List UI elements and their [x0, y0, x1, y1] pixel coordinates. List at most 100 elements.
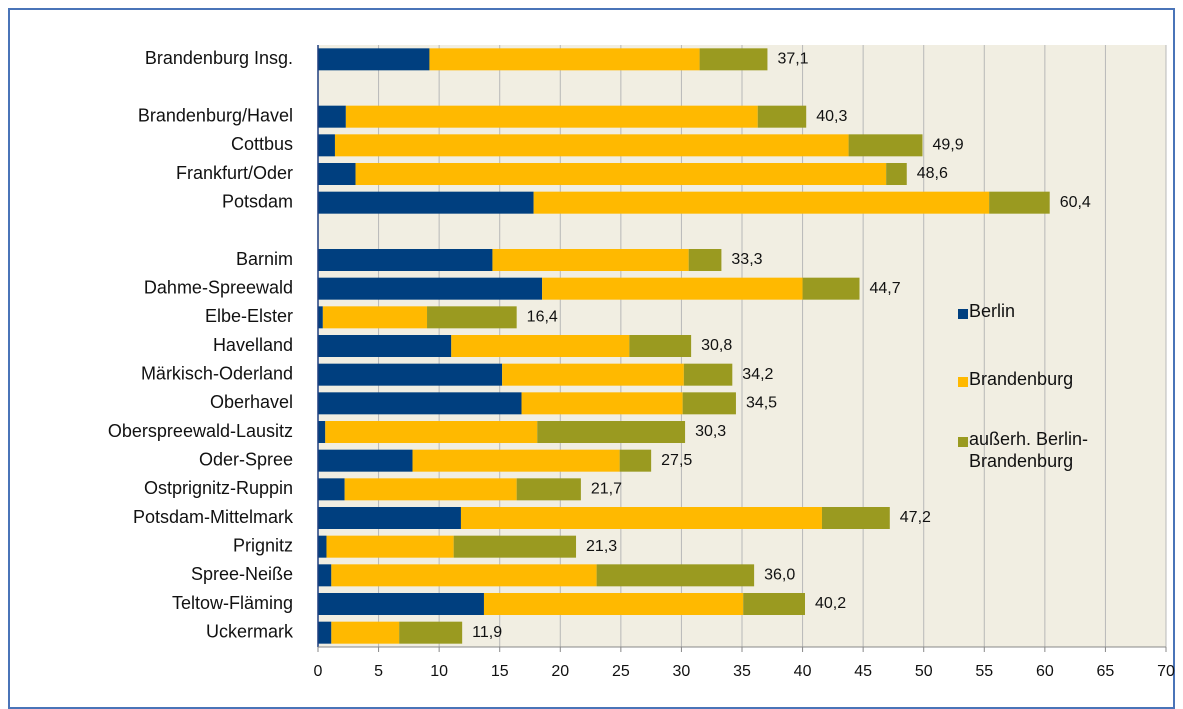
- y-tick-label: Märkisch-Oderland: [141, 363, 293, 383]
- legend-label: Berlin: [969, 301, 1016, 321]
- legend-label: außerh. Berlin-Brandenburg: [969, 429, 1089, 471]
- bar-segment: [460, 507, 822, 529]
- bar-segment: [821, 507, 890, 529]
- y-tick-label: Oder-Spree: [199, 449, 293, 469]
- bar-segment: [318, 507, 461, 529]
- x-tick-label: 10: [430, 663, 448, 680]
- bar-segment: [848, 134, 923, 157]
- total-label: 40,3: [816, 108, 847, 125]
- bar-segment: [521, 392, 683, 415]
- x-tick-label: 30: [673, 663, 691, 680]
- total-label: 34,2: [742, 366, 773, 383]
- total-label: 30,3: [695, 423, 726, 440]
- bar-segment: [629, 335, 692, 357]
- bar-segment: [331, 564, 597, 587]
- bar-segment: [699, 48, 768, 71]
- bar-segment: [537, 421, 686, 443]
- x-tick-label: 0: [314, 663, 323, 680]
- bar-segment: [334, 134, 849, 157]
- total-label: 48,6: [917, 165, 948, 182]
- bar-segment: [318, 535, 327, 558]
- x-tick-label: 65: [1097, 663, 1115, 680]
- bar-segment: [533, 191, 990, 214]
- y-tick-label: Potsdam: [222, 191, 293, 211]
- y-tick-label: Spree-Neiße: [191, 564, 293, 584]
- total-label: 40,2: [815, 595, 846, 612]
- bar-segment: [318, 191, 534, 214]
- y-tick-label: Oberhavel: [210, 392, 293, 412]
- bar-segment: [318, 392, 522, 415]
- y-tick-label: Frankfurt/Oder: [176, 163, 293, 183]
- bar-segment: [596, 564, 755, 587]
- bar-segment: [989, 191, 1050, 214]
- bar-segment: [688, 249, 722, 271]
- total-label: 30,8: [701, 337, 732, 354]
- bar-segment: [542, 277, 803, 300]
- y-tick-label: Barnim: [236, 249, 293, 269]
- bar-segment: [318, 134, 335, 157]
- total-label: 21,7: [591, 481, 622, 498]
- x-tick-label: 35: [733, 663, 751, 680]
- total-label: 37,1: [777, 51, 808, 68]
- x-tick-label: 55: [975, 663, 993, 680]
- y-tick-label: Uckermark: [206, 621, 294, 641]
- bar-segment: [318, 306, 323, 329]
- y-tick-label: Havelland: [213, 335, 293, 355]
- x-tick-label: 70: [1157, 663, 1175, 680]
- bar-segment: [802, 277, 860, 300]
- legend-swatch: [958, 437, 968, 447]
- bar-segment: [318, 621, 332, 644]
- bar-segment: [318, 48, 430, 71]
- total-label: 44,7: [870, 280, 901, 297]
- bar-segment: [429, 48, 700, 71]
- bar-segment: [355, 163, 887, 185]
- x-tick-label: 50: [915, 663, 933, 680]
- total-label: 49,9: [933, 137, 964, 154]
- bar-segment: [318, 593, 484, 615]
- bar-segment: [318, 421, 326, 443]
- x-tick-label: 5: [374, 663, 383, 680]
- bar-segment: [516, 478, 581, 501]
- y-tick-label: Dahme-Spreewald: [144, 277, 293, 297]
- bar-segment: [743, 593, 805, 615]
- y-tick-label: Ostprignitz-Ruppin: [144, 478, 293, 498]
- bar-segment: [683, 363, 733, 386]
- bar-segment: [412, 449, 620, 472]
- bar-segment: [318, 277, 543, 300]
- legend-swatch: [958, 309, 968, 319]
- bar-segment: [331, 621, 400, 644]
- bar-segment: [318, 449, 413, 472]
- bar-segment: [682, 392, 736, 415]
- bar-segment: [318, 363, 503, 386]
- bar-segment: [318, 163, 356, 185]
- total-label: 33,3: [731, 251, 762, 268]
- bar-segment: [318, 335, 452, 357]
- bar-segment: [483, 593, 744, 615]
- x-tick-label: 15: [491, 663, 509, 680]
- bar-segment: [318, 249, 493, 271]
- bar-segment: [453, 535, 577, 558]
- legend-label: Brandenburg: [969, 369, 1074, 389]
- x-tick-label: 20: [551, 663, 569, 680]
- bar-segment: [399, 621, 463, 644]
- bar-segment: [427, 306, 517, 329]
- y-tick-label: Elbe-Elster: [205, 306, 293, 326]
- x-tick-label: 60: [1036, 663, 1054, 680]
- bar-segment: [619, 449, 652, 472]
- bar-segment: [325, 421, 538, 443]
- total-label: 34,5: [746, 395, 777, 412]
- bar-segment: [451, 335, 630, 357]
- y-tick-label: Teltow-Fläming: [172, 593, 293, 613]
- bar-segment: [345, 105, 758, 128]
- total-label: 60,4: [1060, 194, 1091, 211]
- bar-segment: [318, 105, 346, 128]
- total-label: 27,5: [661, 452, 692, 469]
- x-tick-label: 40: [794, 663, 812, 680]
- y-tick-label: Brandenburg/Havel: [138, 105, 293, 125]
- bar-segment: [502, 363, 684, 386]
- bar-segment: [326, 535, 454, 558]
- y-tick-label: Oberspreewald-Lausitz: [108, 421, 293, 441]
- bar-segment: [492, 249, 689, 271]
